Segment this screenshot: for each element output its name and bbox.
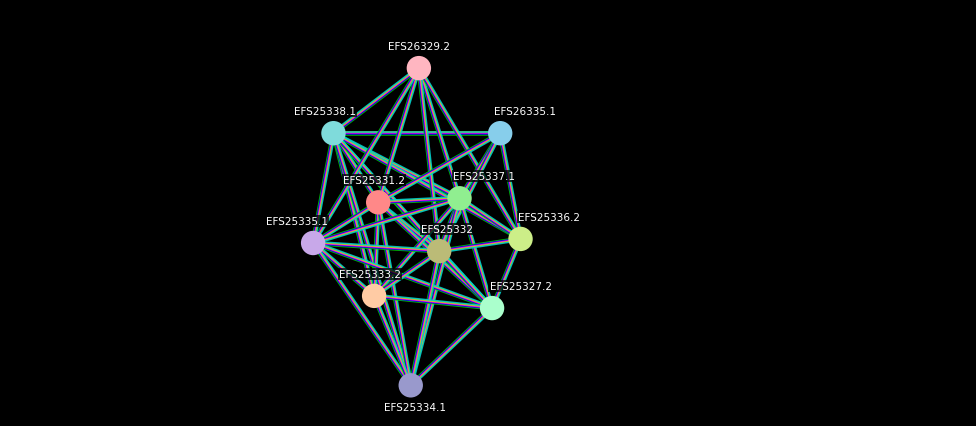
Circle shape <box>480 296 505 320</box>
Text: EFS25332: EFS25332 <box>422 225 473 234</box>
Circle shape <box>488 122 512 146</box>
Circle shape <box>407 57 431 81</box>
Text: EFS25334.1: EFS25334.1 <box>384 403 446 412</box>
Circle shape <box>301 231 325 256</box>
Circle shape <box>427 239 451 264</box>
Text: EFS25331.2: EFS25331.2 <box>344 176 405 186</box>
Circle shape <box>321 122 346 146</box>
Text: EFS25333.2: EFS25333.2 <box>339 269 401 279</box>
Circle shape <box>362 284 386 308</box>
Circle shape <box>398 373 423 397</box>
Circle shape <box>508 227 533 251</box>
Text: EFS25338.1: EFS25338.1 <box>295 107 356 117</box>
Circle shape <box>366 191 390 215</box>
Text: EFS25336.2: EFS25336.2 <box>518 212 580 222</box>
Circle shape <box>447 187 471 211</box>
Text: EFS26329.2: EFS26329.2 <box>387 42 450 52</box>
Text: EFS25337.1: EFS25337.1 <box>453 172 515 182</box>
Text: EFS26335.1: EFS26335.1 <box>494 107 555 117</box>
Text: EFS25327.2: EFS25327.2 <box>490 281 551 291</box>
Text: EFS25335.1: EFS25335.1 <box>265 216 328 226</box>
